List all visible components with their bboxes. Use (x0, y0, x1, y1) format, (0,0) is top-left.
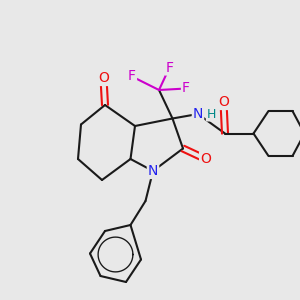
Text: F: F (128, 70, 136, 83)
Text: N: N (193, 107, 203, 121)
Text: O: O (218, 95, 229, 109)
Text: O: O (200, 152, 211, 166)
Text: H: H (207, 107, 216, 121)
Text: N: N (148, 164, 158, 178)
Text: F: F (166, 61, 173, 74)
Text: O: O (98, 71, 109, 85)
Text: F: F (182, 82, 190, 95)
